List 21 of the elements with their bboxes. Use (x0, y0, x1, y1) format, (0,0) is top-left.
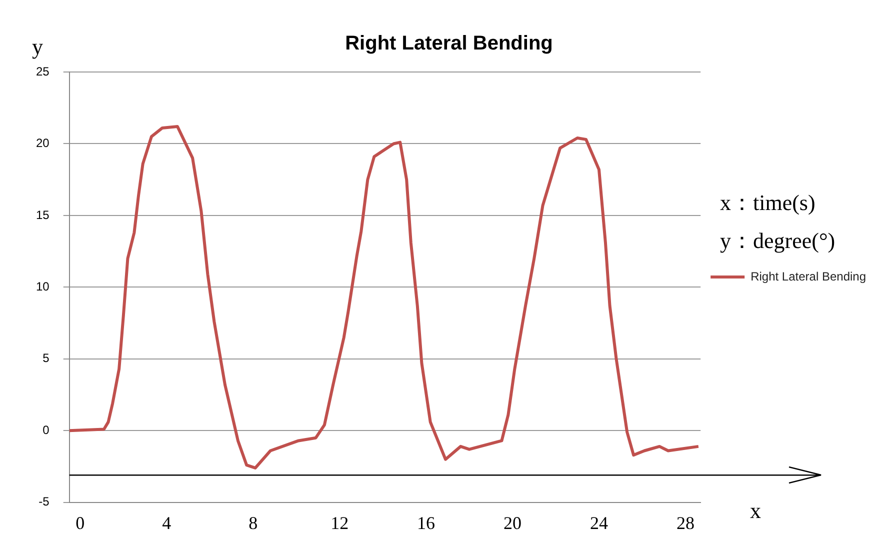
y-tick-label: 15 (36, 208, 50, 222)
text: y：degree(°) (720, 227, 836, 255)
x-tick-label: 12 (330, 512, 349, 533)
y-tick-label: 10 (36, 280, 50, 294)
y-tick-label: -5 (38, 494, 50, 509)
x-tick-label: 24 (590, 512, 608, 533)
y-tick-label: 20 (36, 136, 50, 150)
x-tick-label: 0 (76, 512, 85, 533)
x-tick-label: 8 (248, 512, 258, 533)
x-tick-label: 20 (504, 512, 522, 533)
legend-label: Right Lateral Bending (750, 269, 866, 284)
y-axis-title: y (32, 34, 43, 60)
text: x：time(s) (720, 189, 816, 217)
y-tick-label: 0 (42, 422, 50, 437)
x-tick-label: 16 (417, 512, 436, 533)
x-axis-title: x (750, 498, 761, 524)
x-tick-label: 28 (676, 512, 694, 533)
y-tick-label: 5 (42, 351, 50, 366)
y-tick-label: 25 (36, 64, 50, 78)
chart-title: Right Lateral Bending (345, 32, 553, 55)
x-tick-label: 4 (162, 512, 172, 533)
